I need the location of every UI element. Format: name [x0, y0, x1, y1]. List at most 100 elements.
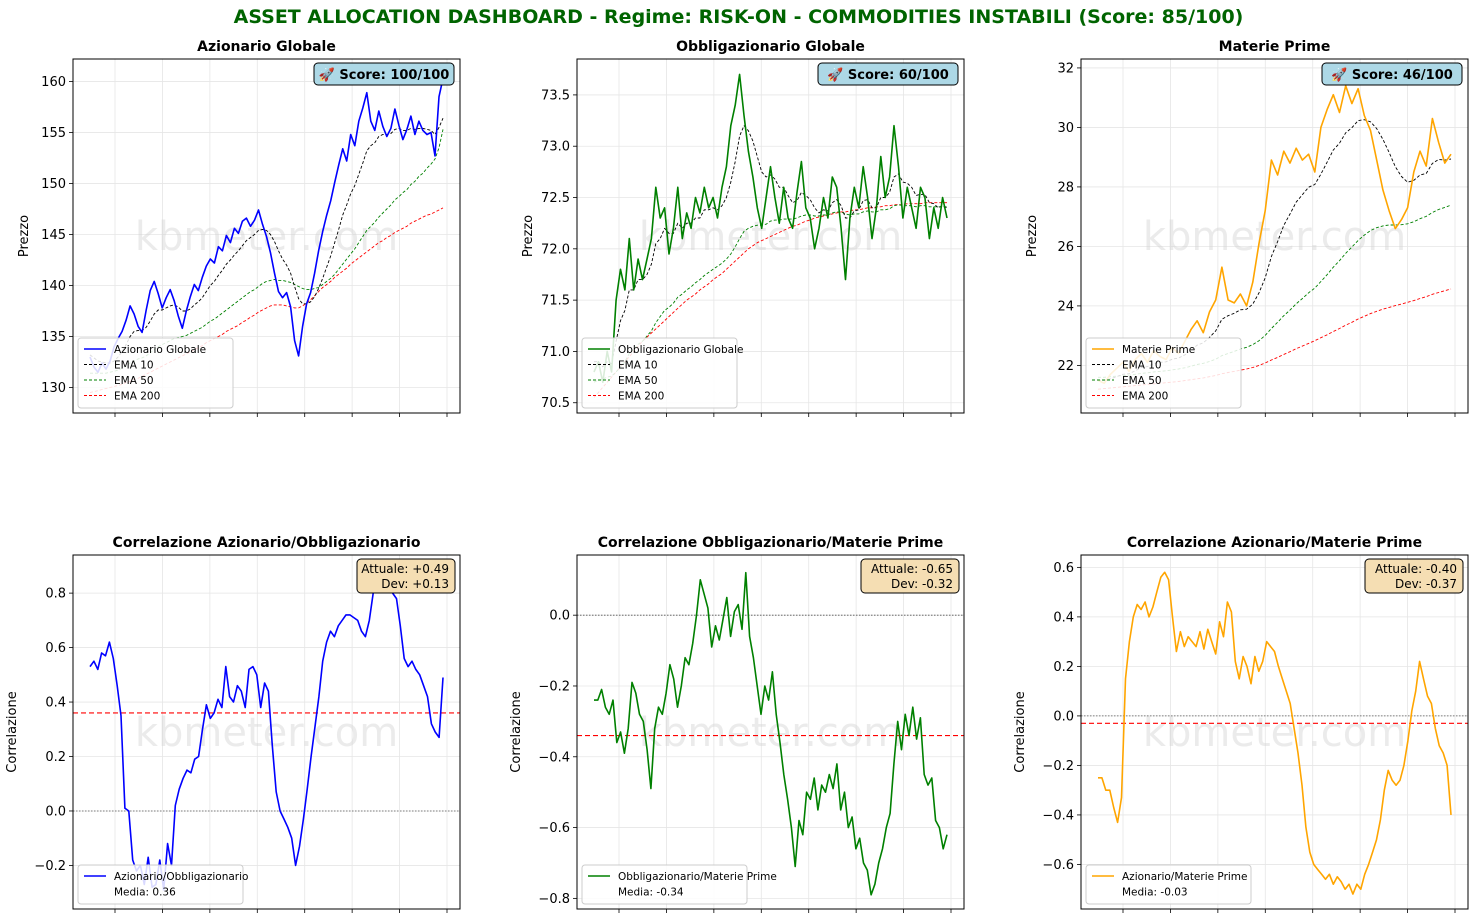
y-tick-label: −0.2 [538, 679, 570, 694]
legend-label: EMA 200 [618, 391, 664, 403]
info-text: Dev: -0.37 [1395, 577, 1457, 591]
plot-frame [1080, 58, 1469, 414]
y-tick-label: 0.2 [1053, 660, 1074, 675]
score-text: 🚀 Score: 60/100 [827, 67, 949, 83]
legend-label: Obbligazionario/Materie Prime [618, 871, 777, 883]
y-tick-label: 0.0 [45, 804, 66, 819]
legend-label: Media: -0.34 [618, 887, 684, 899]
y-axis-label: Prezzo [521, 215, 536, 257]
series-line-ema10 [594, 125, 948, 368]
legend-box [1085, 864, 1252, 905]
series-line-price [593, 73, 948, 384]
legend-box [581, 864, 748, 905]
legend-label: EMA 10 [1122, 360, 1162, 372]
y-tick-label: −0.2 [34, 859, 66, 874]
chart-title: Correlazione Obbligazionario/Materie Pri… [598, 535, 943, 551]
chart-panel-2: 70.571.071.572.072.573.073.5kbmeter.comO… [521, 39, 965, 417]
plot-frame [576, 554, 965, 910]
chart-title: Materie Prime [1219, 39, 1331, 55]
y-axis-label: Prezzo [17, 215, 32, 257]
chart-panel-4: −0.2 0.0 0.2 0.4 0.6 0.8 kbmeter.com Correlazio… [5, 535, 461, 913]
y-tick-label: 0.4 [45, 696, 66, 711]
y-tick-label: 160 [41, 75, 66, 90]
chart-panel-3: 22 24 26 28 30 32 kbmeter.com Materie Prime Prez… [1025, 39, 1469, 417]
y-tick-label: 145 [41, 228, 66, 243]
score-text: 🚀 Score: 100/100 [319, 67, 450, 83]
watermark-text: kbmeter.com [135, 710, 398, 756]
score-badge [313, 62, 455, 86]
y-tick-label: −0.8 [538, 892, 570, 907]
watermark-text: kbmeter.com [1143, 214, 1406, 260]
info-text: Attuale: +0.49 [361, 562, 449, 576]
legend-label: Obbligazionario Globale [618, 344, 743, 356]
y-tick-label: 26 [1057, 240, 1074, 255]
y-tick-label: 0.0 [1053, 709, 1074, 724]
series-line-price [89, 78, 444, 374]
y-tick-label: −0.6 [1042, 858, 1074, 873]
chart-panel-6: −0.6 −0.4 −0.2 0.0 0.2 0.4 0.6 kbmeter.com Corre… [1013, 535, 1469, 913]
legend-label: EMA 200 [1122, 391, 1168, 403]
series-line-price [1098, 571, 1452, 895]
legend-label: Azionario/Materie Prime [1122, 871, 1248, 883]
y-tick-label: −0.2 [1042, 759, 1074, 774]
score-badge [1321, 62, 1463, 86]
y-tick-label: 0.0 [549, 609, 570, 624]
chart-title: Correlazione Azionario/Obbligazionario [113, 535, 421, 551]
y-tick-label: −0.6 [538, 821, 570, 836]
y-tick-label: 73.5 [541, 88, 570, 103]
series-line-ema10 [89, 118, 444, 364]
dashboard-title: ASSET ALLOCATION DASHBOARD - Regime: RIS… [233, 6, 1244, 28]
y-tick-label: 155 [41, 126, 66, 141]
watermark-text: kbmeter.com [639, 710, 902, 756]
y-tick-label: −0.4 [538, 750, 570, 765]
y-tick-label: 0.6 [1053, 561, 1074, 576]
y-tick-label: 24 [1057, 299, 1074, 314]
y-tick-label: 0.4 [1053, 610, 1074, 625]
legend-label: EMA 50 [618, 375, 658, 387]
series-line-ema50 [90, 129, 444, 374]
legend-label: Media: -0.03 [1122, 887, 1188, 899]
series-line-price [594, 571, 948, 896]
chart-panel-5: −0.8 −0.6 −0.4 −0.2 0.0 kbmeter.com Correlazio… [509, 535, 965, 913]
legend-label: Azionario/Obbligazionario [114, 871, 248, 883]
y-tick-label: 150 [41, 177, 66, 192]
y-tick-label: 28 [1057, 180, 1074, 195]
y-tick-label: 130 [41, 381, 66, 396]
y-tick-label: −0.4 [1042, 808, 1074, 823]
legend-label: EMA 50 [1122, 375, 1162, 387]
info-text: Attuale: -0.65 [871, 562, 953, 576]
y-tick-label: 135 [41, 330, 66, 345]
y-tick-label: 72.0 [541, 242, 570, 257]
legend-label: Materie Prime [1122, 344, 1195, 356]
y-tick-label: 0.2 [45, 750, 66, 765]
chart-panel-1: 130135140145150155160kbmeter.comAzionari… [17, 39, 461, 417]
chart-title: Azionario Globale [197, 39, 336, 55]
legend-box [1085, 337, 1242, 409]
plot-frame [1080, 554, 1469, 910]
y-axis-label: Correlazione [1013, 691, 1028, 772]
score-text: 🚀 Score: 46/100 [1331, 67, 1453, 83]
info-box [356, 558, 456, 594]
info-text: Attuale: -0.40 [1375, 562, 1457, 576]
legend-box [77, 337, 234, 409]
watermark-text: kbmeter.com [1143, 710, 1406, 756]
y-tick-label: 72.5 [541, 191, 570, 206]
y-tick-label: 22 [1057, 359, 1074, 374]
y-axis-label: Correlazione [5, 691, 20, 772]
plot-frame [72, 554, 461, 910]
series-line-ema200 [593, 202, 947, 398]
y-axis-label: Correlazione [509, 691, 524, 772]
legend-box [77, 864, 244, 905]
legend-label: Media: 0.36 [114, 887, 176, 899]
series-line-ema50 [1098, 204, 1452, 378]
y-tick-label: 71.0 [541, 345, 570, 360]
info-text: Dev: -0.32 [891, 577, 953, 591]
legend-label: Azionario Globale [114, 344, 206, 356]
y-tick-label: 73.0 [541, 140, 570, 155]
chart-title: Obbligazionario Globale [676, 39, 865, 55]
chart-title: Correlazione Azionario/Materie Prime [1127, 535, 1422, 551]
y-tick-label: 32 [1057, 61, 1074, 76]
legend-label: EMA 10 [114, 360, 154, 372]
y-tick-label: 30 [1057, 121, 1074, 136]
